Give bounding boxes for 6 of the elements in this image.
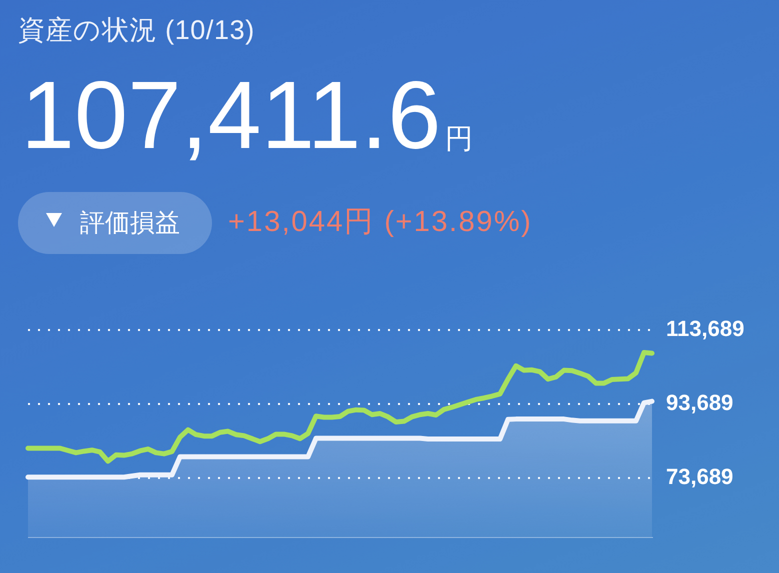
text: +13,044円 (+13.89%) xyxy=(228,206,532,238)
y-tick-label: 113,689 xyxy=(666,316,744,342)
y-tick-label: 93,689 xyxy=(666,390,734,416)
text: 評価損益 xyxy=(80,208,180,238)
y-tick-label: 73,689 xyxy=(666,464,734,489)
chart-title: 資産の状況 (10/13) xyxy=(18,14,255,46)
